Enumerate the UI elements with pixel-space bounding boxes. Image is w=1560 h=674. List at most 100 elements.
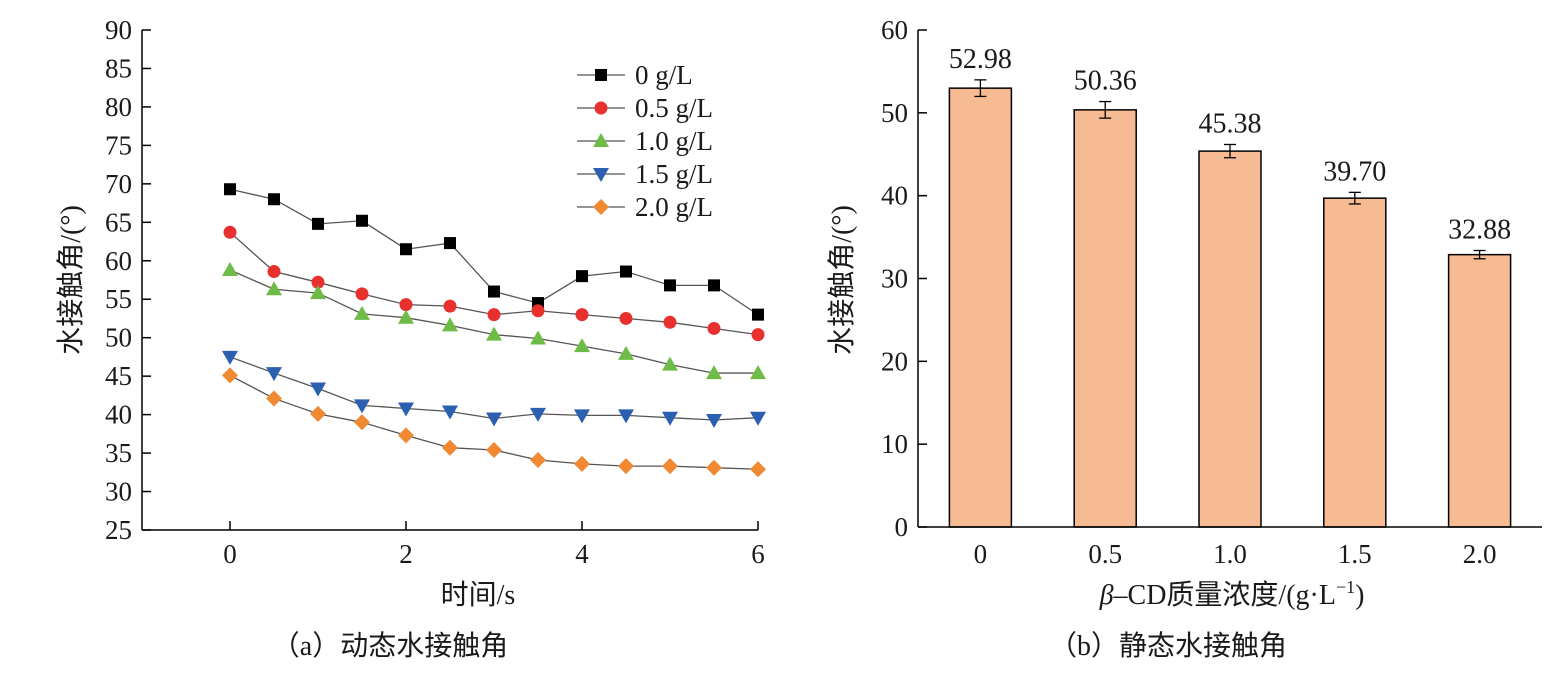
data-point bbox=[442, 439, 458, 456]
data-point bbox=[574, 409, 590, 424]
data-point bbox=[487, 308, 501, 322]
data-point bbox=[354, 305, 370, 320]
data-label: 32.88 bbox=[1448, 215, 1511, 246]
y-tick-label: 60 bbox=[105, 246, 132, 276]
data-point bbox=[311, 275, 325, 289]
data-point bbox=[442, 317, 458, 332]
legend-marker bbox=[593, 168, 609, 182]
y-tick-label: 55 bbox=[105, 284, 132, 314]
bar bbox=[1323, 197, 1387, 528]
data-point bbox=[486, 442, 502, 458]
data-label: 45.38 bbox=[1199, 108, 1262, 139]
x-axis-label: 时间/s bbox=[441, 579, 516, 611]
legend-label: 1.0 g/L bbox=[635, 126, 713, 156]
data-point bbox=[706, 414, 722, 428]
data-point bbox=[398, 427, 414, 444]
data-point bbox=[664, 279, 676, 292]
data-point bbox=[706, 459, 722, 476]
y-tick-label: 40 bbox=[881, 181, 908, 211]
data-point bbox=[750, 411, 766, 426]
bar bbox=[1073, 109, 1137, 528]
y-tick-label: 60 bbox=[881, 15, 908, 45]
y-axis-label: 水接触角/(°) bbox=[826, 205, 858, 355]
data-label: 52.98 bbox=[949, 44, 1012, 75]
y-tick-label: 0 bbox=[895, 512, 909, 542]
data-point bbox=[354, 399, 370, 414]
data-point bbox=[266, 390, 282, 407]
data-point bbox=[268, 193, 280, 206]
data-point bbox=[530, 452, 546, 468]
data-point bbox=[486, 412, 502, 427]
x-tick-label: 2 bbox=[399, 539, 413, 569]
y-tick-label: 85 bbox=[105, 53, 132, 83]
y-tick-label: 90 bbox=[105, 15, 132, 45]
data-point bbox=[706, 365, 722, 380]
y-tick-label: 50 bbox=[881, 98, 908, 128]
data-point bbox=[224, 183, 236, 196]
data-point bbox=[707, 321, 721, 335]
data-point bbox=[222, 350, 238, 365]
data-point bbox=[750, 365, 766, 380]
data-point bbox=[356, 214, 368, 227]
data-point bbox=[400, 243, 412, 256]
y-tick-label: 45 bbox=[105, 361, 132, 391]
data-point bbox=[662, 356, 678, 371]
legend-label: 2.0 g/L bbox=[635, 192, 713, 222]
x-axis-label-close: ) bbox=[1355, 580, 1364, 611]
data-point bbox=[355, 287, 369, 301]
legend-marker bbox=[595, 69, 607, 81]
data-point bbox=[618, 409, 634, 424]
data-point bbox=[222, 262, 238, 276]
x-axis-label-main: –CD质量浓度/(g·L bbox=[1113, 579, 1336, 611]
data-point bbox=[312, 217, 324, 230]
data-point bbox=[618, 345, 634, 360]
y-tick-label: 20 bbox=[881, 346, 908, 376]
data-point bbox=[574, 338, 590, 353]
data-point bbox=[444, 237, 456, 250]
data-point bbox=[488, 285, 500, 298]
x-tick-label: 1.0 bbox=[1213, 539, 1247, 569]
data-point bbox=[575, 308, 589, 322]
data-point bbox=[576, 270, 588, 283]
y-tick-label: 80 bbox=[105, 92, 132, 122]
data-point bbox=[574, 455, 590, 472]
data-point bbox=[399, 298, 413, 312]
x-tick-label: 6 bbox=[751, 539, 765, 569]
data-point bbox=[531, 304, 545, 318]
bar bbox=[948, 87, 1013, 528]
data-point bbox=[620, 265, 632, 278]
data-point bbox=[266, 367, 282, 382]
data-point bbox=[442, 405, 458, 420]
data-point bbox=[398, 309, 414, 324]
legend-marker bbox=[594, 101, 608, 115]
x-tick-label: 1.5 bbox=[1338, 539, 1372, 569]
data-point bbox=[750, 461, 766, 478]
data-point bbox=[310, 285, 326, 300]
x-tick-label: 4 bbox=[575, 539, 589, 569]
bar bbox=[1198, 150, 1262, 528]
data-point bbox=[266, 281, 282, 296]
y-tick-label: 40 bbox=[105, 400, 132, 430]
data-label: 50.36 bbox=[1074, 66, 1137, 97]
data-label: 39.70 bbox=[1323, 156, 1386, 187]
data-point bbox=[530, 407, 546, 422]
x-tick-label: 0.5 bbox=[1088, 539, 1122, 569]
data-point bbox=[443, 299, 457, 313]
legend-marker bbox=[593, 133, 609, 147]
y-tick-label: 25 bbox=[105, 515, 132, 545]
x-tick-label: 0 bbox=[223, 539, 237, 569]
y-tick-label: 75 bbox=[105, 130, 132, 160]
y-axis-label: 水接触角/(°) bbox=[55, 205, 87, 355]
legend-marker bbox=[593, 199, 609, 215]
legend-label: 0.5 g/L bbox=[635, 93, 713, 123]
data-point bbox=[222, 367, 238, 384]
y-tick-label: 30 bbox=[881, 264, 908, 294]
data-point bbox=[663, 315, 677, 329]
legend-label: 0 g/L bbox=[635, 60, 693, 90]
data-point bbox=[223, 225, 237, 239]
data-point bbox=[752, 308, 764, 321]
data-point bbox=[618, 458, 634, 475]
y-tick-label: 30 bbox=[105, 477, 132, 507]
y-tick-label: 65 bbox=[105, 207, 132, 237]
data-point bbox=[354, 414, 370, 431]
